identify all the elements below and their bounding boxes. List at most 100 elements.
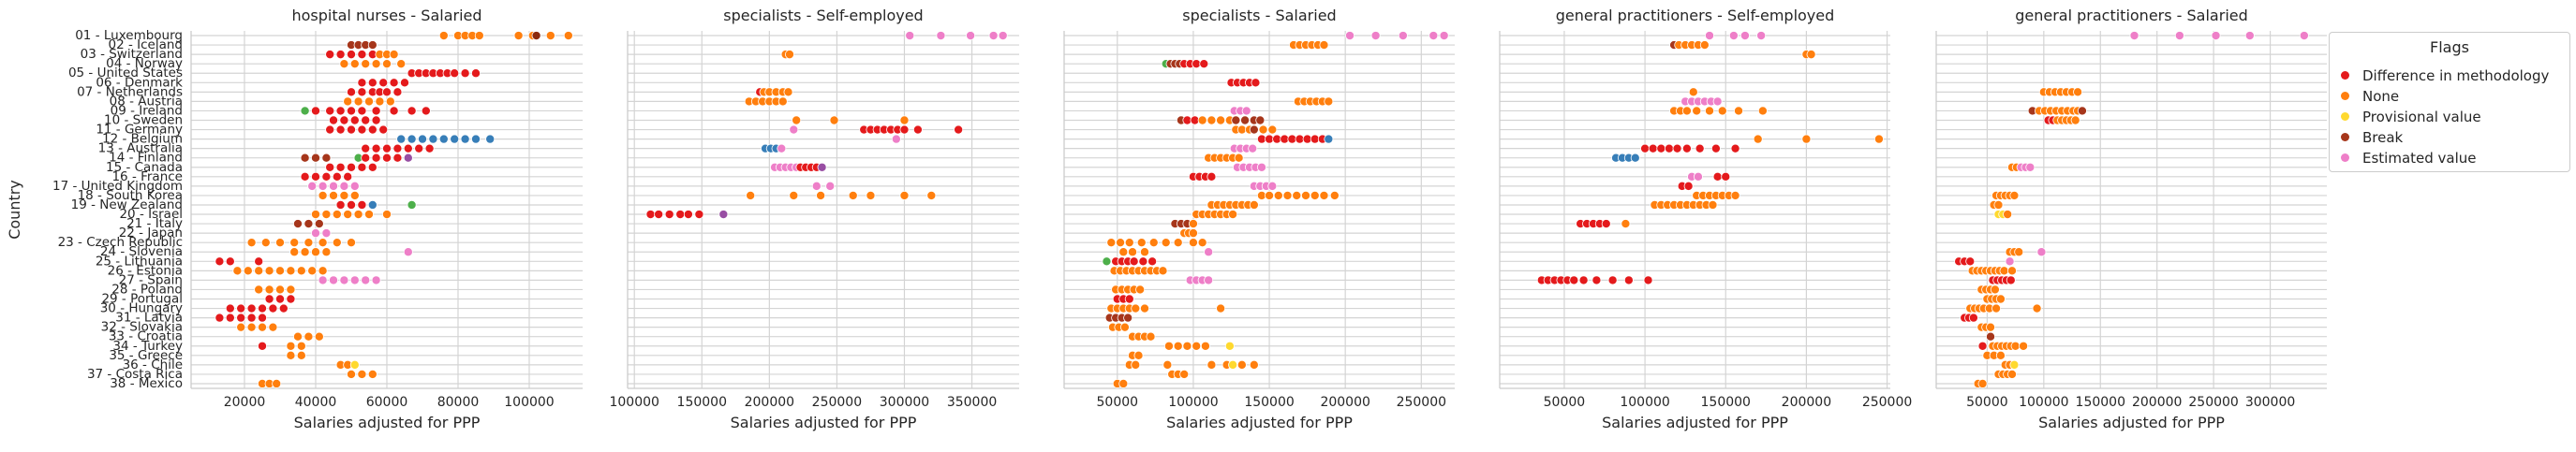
data-point xyxy=(381,143,392,153)
panel-title: general practitioners - Self-employed xyxy=(1556,7,1835,24)
data-point xyxy=(310,228,320,239)
x-tick-label: 100000 xyxy=(1168,395,1218,410)
panel-title: general practitioners - Salaried xyxy=(2015,7,2248,24)
data-point xyxy=(257,322,267,332)
data-point xyxy=(346,50,356,60)
data-point xyxy=(1681,143,1692,153)
data-point xyxy=(1216,115,1226,125)
data-point xyxy=(1179,369,1190,379)
data-point xyxy=(926,190,937,200)
data-point xyxy=(1207,359,1217,370)
data-point xyxy=(1124,238,1134,248)
data-point xyxy=(1199,59,1209,69)
data-point xyxy=(314,331,324,342)
data-point xyxy=(1139,247,1149,257)
data-point xyxy=(2006,275,2016,285)
y-tick-label: 11 - Germany xyxy=(96,123,183,138)
data-point xyxy=(264,284,274,295)
data-point xyxy=(2174,31,2184,41)
data-point xyxy=(335,124,346,135)
data-point xyxy=(905,31,915,41)
data-point xyxy=(988,31,999,41)
data-point xyxy=(825,181,836,191)
x-axis-label: Salaries adjusted for PPP xyxy=(1166,414,1353,431)
data-point xyxy=(371,106,381,116)
data-point xyxy=(215,256,225,267)
data-point xyxy=(321,228,332,239)
data-point xyxy=(1370,31,1381,41)
data-point xyxy=(274,266,285,276)
data-point xyxy=(1102,256,1112,267)
y-tick-label: 07 - Netherlands xyxy=(77,84,183,99)
data-point xyxy=(303,331,314,342)
data-point xyxy=(2299,31,2309,41)
data-point xyxy=(817,162,827,172)
data-point xyxy=(1734,106,1744,116)
data-point xyxy=(389,50,399,60)
y-tick-label: 34 - Turkey xyxy=(112,339,183,354)
legend-label: Estimated value xyxy=(2362,150,2477,167)
x-tick-label: 200000 xyxy=(1782,395,1831,410)
data-point xyxy=(232,266,243,276)
data-point xyxy=(1216,303,1226,313)
data-point xyxy=(1801,134,1812,144)
data-point xyxy=(268,303,278,313)
data-point xyxy=(332,210,342,220)
data-point xyxy=(246,322,257,332)
data-point xyxy=(343,171,353,182)
data-point xyxy=(1131,359,1141,370)
y-tick-label: 38 - Mexico xyxy=(110,376,183,391)
data-point xyxy=(829,115,839,125)
x-tick-label: 60000 xyxy=(366,395,408,410)
data-point xyxy=(353,210,363,220)
data-point xyxy=(339,59,349,69)
data-point xyxy=(438,134,449,144)
data-point xyxy=(286,341,296,351)
data-point xyxy=(215,313,225,323)
data-point xyxy=(1249,124,1259,135)
data-point xyxy=(1119,322,1130,332)
data-point xyxy=(257,313,267,323)
data-point xyxy=(1282,190,1293,200)
legend-item-break: Break xyxy=(2341,128,2403,147)
data-point xyxy=(1681,106,1692,116)
data-point xyxy=(1163,341,1174,351)
data-point xyxy=(1162,359,1173,370)
data-point xyxy=(254,256,264,267)
data-point xyxy=(1648,143,1658,153)
data-point xyxy=(289,247,300,257)
data-point xyxy=(683,210,693,220)
data-point xyxy=(1672,143,1682,153)
data-point xyxy=(339,181,349,191)
legend-label: Provisional value xyxy=(2362,109,2481,125)
data-point xyxy=(274,294,285,304)
x-tick-label: 350000 xyxy=(947,395,997,410)
x-tick-label: 250000 xyxy=(1397,395,1446,410)
data-point xyxy=(645,210,656,220)
data-point xyxy=(784,50,794,60)
data-point xyxy=(243,266,253,276)
data-point xyxy=(335,199,346,210)
data-point xyxy=(1591,275,1602,285)
data-point xyxy=(777,96,788,107)
x-tick-label: 40000 xyxy=(295,395,337,410)
data-point xyxy=(371,153,381,163)
legend-item-estimated: Estimated value xyxy=(2341,149,2477,168)
data-point xyxy=(381,210,392,220)
data-point xyxy=(866,190,876,200)
data-point xyxy=(1630,153,1640,163)
data-point xyxy=(403,143,413,153)
data-point xyxy=(438,31,449,41)
data-point xyxy=(811,181,822,191)
data-point xyxy=(1248,143,1258,153)
data-point xyxy=(1730,143,1740,153)
y-tick-label: 32 - Slovakia xyxy=(101,320,183,335)
data-point xyxy=(1664,143,1674,153)
data-point xyxy=(891,134,901,144)
data-point xyxy=(296,341,306,351)
data-point xyxy=(2129,31,2139,41)
data-point xyxy=(460,134,470,144)
x-tick-label: 150000 xyxy=(1701,395,1751,410)
legend: Flags Difference in methodology None Pro… xyxy=(2329,32,2570,172)
data-point xyxy=(346,369,356,379)
